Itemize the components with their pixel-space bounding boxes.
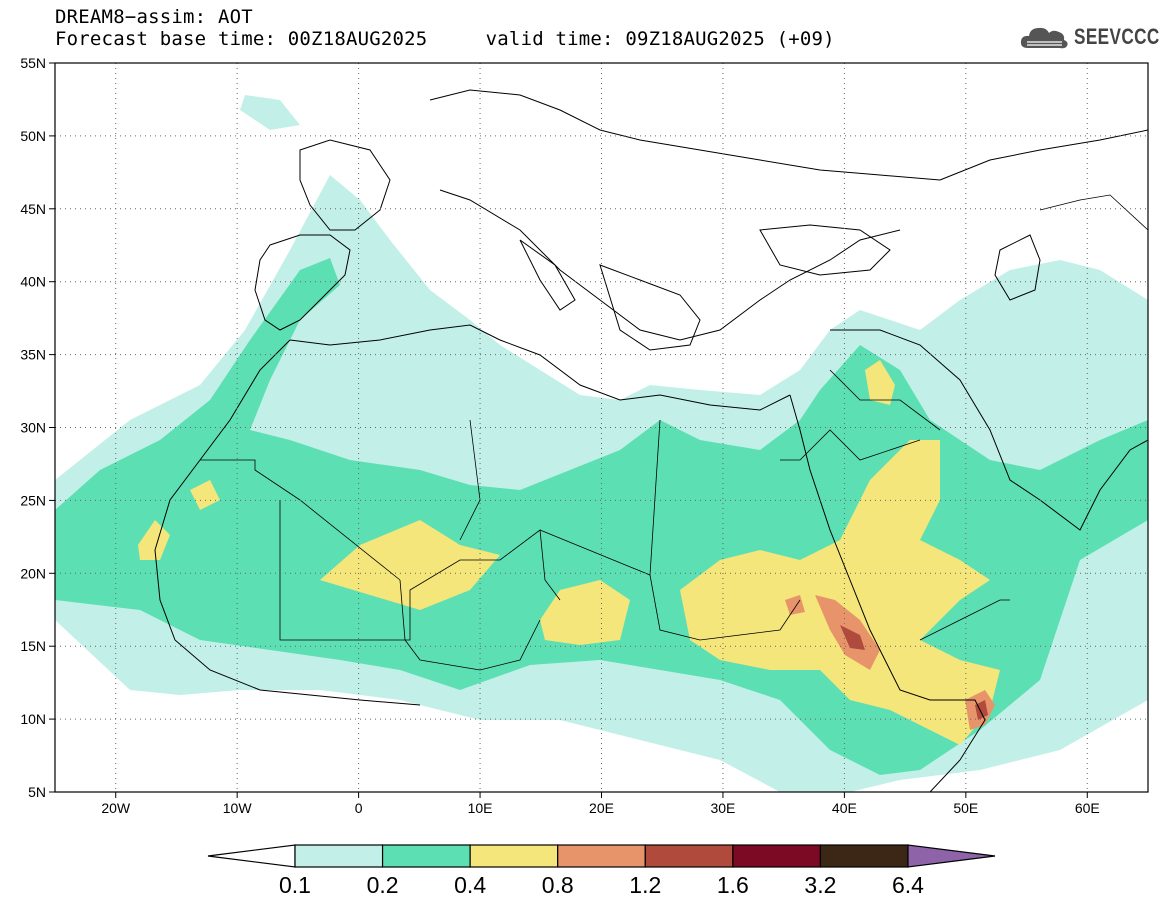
cloud-icon (1020, 27, 1068, 49)
lon-tick-label: 40E (832, 800, 857, 816)
lon-tick-label: 10W (223, 800, 253, 816)
colorbar-level-label: 3.2 (804, 872, 836, 898)
colorbar-box (819, 844, 909, 868)
colorbar-level-label: 1.2 (629, 872, 661, 898)
lat-tick-label: 40N (20, 274, 46, 290)
colorbar-level-label: 0.1 (279, 872, 311, 898)
colorbar (207, 844, 996, 868)
lon-tick-label: 0 (355, 800, 363, 816)
colorbar-box (294, 844, 384, 868)
seevccc-logo: SEEVCCC (1018, 22, 1165, 52)
aot-band-1.2-1.6 (840, 625, 988, 720)
valid-time-label: valid time: 09Z18AUG2025 (+09) (485, 28, 835, 50)
chart-title: DREAM8−assim: AOT (55, 6, 253, 28)
lon-tick-label: 20W (101, 800, 131, 816)
lon-tick-label: 30E (710, 800, 735, 816)
lon-tick-label: 50E (953, 800, 978, 816)
lat-tick-label: 50N (20, 128, 46, 144)
chart-subtitle: Forecast base time: 00Z18AUG2025 valid t… (55, 29, 835, 49)
colorbar-max-arrow (907, 844, 996, 868)
colorbar-box (381, 844, 471, 868)
colorbar-level-label: 1.6 (717, 872, 749, 898)
gridlines (55, 63, 1148, 792)
country-borders (200, 194, 1148, 671)
colorbar-labels: 0.1 0.2 0.4 0.8 1.2 1.6 3.2 6.4 (279, 872, 924, 898)
colorbar-level-label: 0.8 (542, 872, 574, 898)
colorbar-level-label: 0.4 (454, 872, 486, 898)
lat-tick-label: 30N (20, 420, 46, 436)
base-time-label: Forecast base time: 00Z18AUG2025 (55, 28, 428, 50)
lat-tick-label: 45N (20, 201, 46, 217)
lat-tick-label: 20N (20, 565, 46, 581)
lat-axis-labels: 55N 50N 45N 40N 35N 30N 25N 20N 15N 10N 5N (20, 55, 46, 800)
lat-tick-label: 5N (28, 784, 46, 800)
colorbar-box (732, 844, 822, 868)
axis-ticks (49, 62, 1088, 798)
lon-axis-labels: 20W 10W 0 10E 20E 30E 40E 50E 60E (101, 800, 1099, 816)
colorbar-level-label: 6.4 (892, 872, 924, 898)
lat-tick-label: 25N (20, 492, 46, 508)
colorbar-box (557, 844, 646, 868)
lat-tick-label: 10N (20, 711, 46, 727)
lon-tick-label: 60E (1075, 800, 1100, 816)
colorbar-box (644, 844, 734, 868)
colorbar-box (469, 844, 559, 868)
lon-tick-label: 10E (468, 800, 493, 816)
lat-tick-label: 15N (20, 638, 46, 654)
colorbar-level-label: 0.2 (367, 872, 399, 898)
lat-tick-label: 55N (20, 55, 46, 71)
lat-tick-label: 35N (20, 347, 46, 363)
lon-tick-label: 20E (589, 800, 614, 816)
colorbar-min-arrow (207, 844, 296, 868)
aot-band-0.4-0.8 (138, 360, 1000, 745)
logo-text: SEEVCCC (1074, 24, 1160, 49)
